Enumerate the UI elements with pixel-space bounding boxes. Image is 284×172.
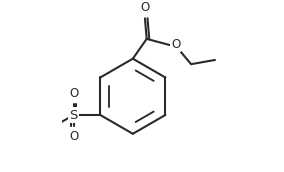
Text: O: O [171, 38, 180, 51]
Text: O: O [69, 130, 78, 143]
Text: O: O [69, 87, 78, 100]
Text: S: S [70, 109, 78, 121]
Text: O: O [140, 1, 150, 14]
